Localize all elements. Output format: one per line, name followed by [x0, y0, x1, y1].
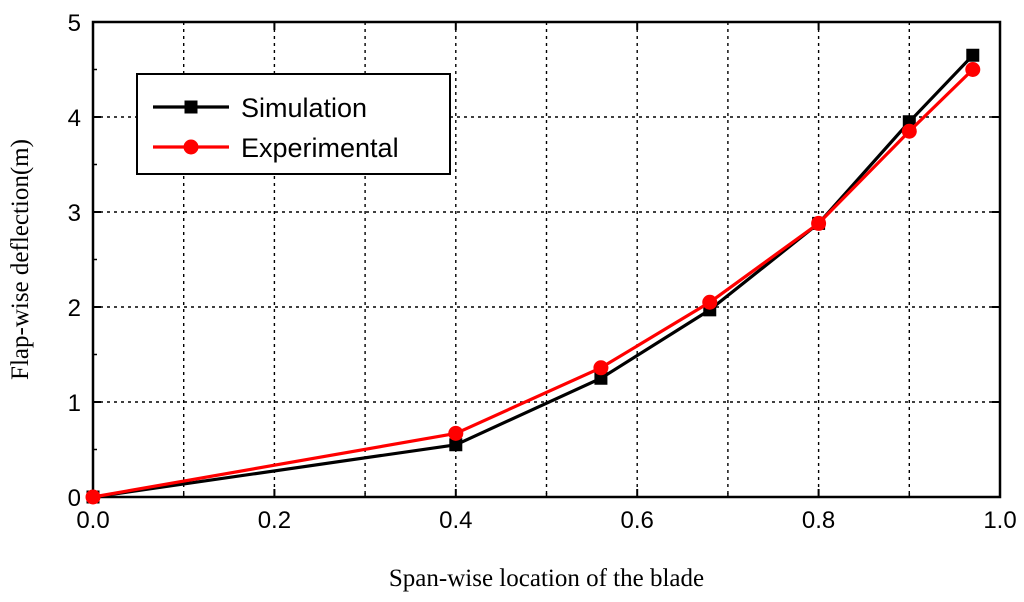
- legend-marker: [183, 139, 199, 155]
- square-point: [594, 371, 608, 385]
- x-tick-label: 0.4: [439, 507, 472, 534]
- legend-marker: [184, 100, 198, 114]
- circle-point: [811, 215, 827, 231]
- series-experimental: [85, 62, 981, 505]
- circle-point: [448, 425, 464, 441]
- y-axis-title: Flap-wise deflection(m): [7, 139, 34, 380]
- y-tick-label: 1: [68, 390, 81, 417]
- circle-point: [593, 360, 609, 376]
- square-point: [966, 48, 980, 62]
- y-tick-label: 2: [68, 295, 81, 322]
- legend-box: [136, 73, 451, 175]
- x-tick-label: 1.0: [983, 507, 1016, 534]
- axis-ticks: 0.0 0.2 0.4 0.6 0.8 1.0 0 1 2 3 4 5: [68, 10, 1017, 534]
- legend-label: Experimental: [241, 133, 399, 163]
- y-tick-label: 3: [68, 200, 81, 227]
- square-point: [449, 438, 463, 452]
- y-tick-label: 4: [68, 105, 81, 132]
- x-tick-label: 0.0: [76, 507, 109, 534]
- y-tick-label: 5: [68, 10, 81, 37]
- legend: Simulation Experimental: [136, 73, 451, 175]
- circle-point: [702, 294, 718, 310]
- circle-point: [965, 62, 981, 77]
- x-tick-label: 0.2: [258, 507, 291, 534]
- circle-point: [901, 123, 917, 139]
- x-tick-label: 0.6: [621, 507, 654, 534]
- legend-label: Simulation: [241, 93, 367, 123]
- series-layer: [85, 48, 981, 505]
- circle-point: [85, 489, 101, 505]
- x-tick-label: 0.8: [802, 507, 835, 534]
- y-tick-label: 0: [68, 485, 81, 512]
- x-axis-title: Span-wise location of the blade: [389, 565, 704, 592]
